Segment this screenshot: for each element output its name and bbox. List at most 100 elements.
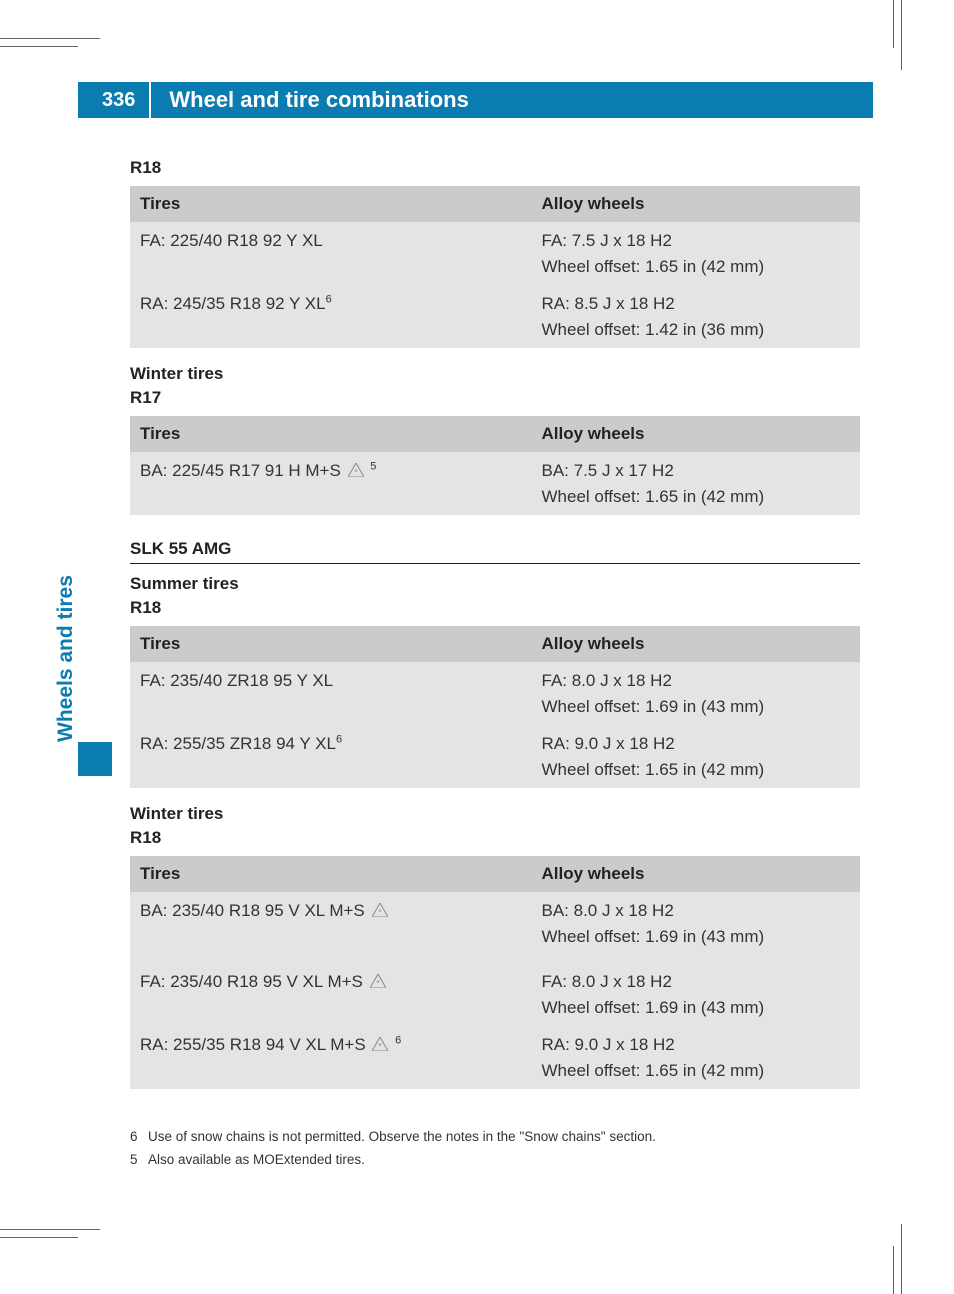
snowflake-icon: * (370, 974, 386, 988)
snowflake-icon: * (372, 903, 388, 917)
footnotes: 6 Use of snow chains is not permitted. O… (130, 1128, 860, 1174)
cell-tire: FA: 235/40 R18 95 V XL M+S * (130, 955, 532, 1026)
tire-spec: BA: 235/40 R18 95 V XL M+S (140, 901, 365, 920)
table-row: FA: 225/40 R18 92 Y XL FA: 7.5 J x 18 H2… (130, 222, 860, 285)
trim-line (0, 1229, 100, 1230)
cell-tire: RA: 255/35 R18 94 V XL M+S * 6 (130, 1026, 532, 1089)
th-tires: Tires (130, 416, 532, 452)
heading-summer: Summer tires (130, 574, 860, 594)
tire-spec: RA: 255/35 R18 94 V XL M+S (140, 1035, 366, 1054)
heading-winter: Winter tires (130, 364, 860, 384)
table-row: BA: 225/45 R17 91 H M+S * 5 BA: 7.5 J x … (130, 452, 860, 515)
cell-tire: FA: 225/40 R18 92 Y XL (130, 222, 532, 285)
snowflake-icon: * (372, 1037, 388, 1051)
page-title: Wheel and tire combinations (149, 82, 873, 118)
table-row: RA: 255/35 ZR18 94 Y XL6 RA: 9.0 J x 18 … (130, 725, 860, 788)
cell-tire: FA: 235/40 ZR18 95 Y XL (130, 662, 532, 725)
cell-tire: BA: 235/40 R18 95 V XL M+S * (130, 892, 532, 955)
wheel-spec: FA: 7.5 J x 18 H2 (542, 231, 672, 250)
th-wheels: Alloy wheels (532, 186, 861, 222)
footnote-text: Also available as MOExtended tires. (148, 1151, 365, 1170)
th-tires: Tires (130, 626, 532, 662)
svg-text:*: * (378, 908, 381, 917)
trim-line (0, 1237, 78, 1238)
wheel-spec: BA: 7.5 J x 17 H2 (542, 461, 674, 480)
tire-spec: FA: 235/40 ZR18 95 Y XL (140, 671, 333, 690)
cell-wheel: FA: 8.0 J x 18 H2 Wheel offset: 1.69 in … (532, 955, 861, 1026)
trim-line (901, 1224, 902, 1294)
trim-line (0, 38, 100, 39)
wheel-offset: Wheel offset: 1.42 in (36 mm) (542, 320, 765, 339)
wheel-spec: RA: 8.5 J x 18 H2 (542, 294, 675, 313)
tire-spec: RA: 255/35 ZR18 94 Y XL (140, 734, 336, 753)
footnote-ref: 6 (336, 733, 342, 745)
side-tab: Wheels and tires (78, 556, 112, 776)
wheel-spec: FA: 8.0 J x 18 H2 (542, 671, 672, 690)
wheel-offset: Wheel offset: 1.69 in (43 mm) (542, 927, 765, 946)
trim-line (893, 1246, 894, 1294)
cell-wheel: BA: 7.5 J x 17 H2 Wheel offset: 1.65 in … (532, 452, 861, 515)
th-tires: Tires (130, 856, 532, 892)
footnote-number: 6 (130, 1128, 148, 1147)
tire-spec: FA: 235/40 R18 95 V XL M+S (140, 972, 363, 991)
wheel-offset: Wheel offset: 1.65 in (42 mm) (542, 1061, 765, 1080)
table-summer-r18: Tires Alloy wheels FA: 235/40 ZR18 95 Y … (130, 626, 860, 788)
footnote-number: 5 (130, 1151, 148, 1170)
wheel-offset: Wheel offset: 1.65 in (42 mm) (542, 760, 765, 779)
table-header-row: Tires Alloy wheels (130, 186, 860, 222)
heading-r18: R18 (130, 158, 860, 178)
cell-wheel: RA: 8.5 J x 18 H2 Wheel offset: 1.42 in … (532, 285, 861, 348)
table-r18: Tires Alloy wheels FA: 225/40 R18 92 Y X… (130, 186, 860, 348)
table-row: RA: 255/35 R18 94 V XL M+S * 6 RA: 9.0 J… (130, 1026, 860, 1089)
wheel-spec: RA: 9.0 J x 18 H2 (542, 734, 675, 753)
cell-wheel: RA: 9.0 J x 18 H2 Wheel offset: 1.65 in … (532, 725, 861, 788)
table-winter-r18: Tires Alloy wheels BA: 235/40 R18 95 V X… (130, 856, 860, 1089)
wheel-spec: FA: 8.0 J x 18 H2 (542, 972, 672, 991)
cell-wheel: BA: 8.0 J x 18 H2 Wheel offset: 1.69 in … (532, 892, 861, 955)
wheel-spec: BA: 8.0 J x 18 H2 (542, 901, 674, 920)
side-tab-block (78, 742, 112, 776)
trim-line (893, 0, 894, 48)
wheel-spec: RA: 9.0 J x 18 H2 (542, 1035, 675, 1054)
footnote-text: Use of snow chains is not permitted. Obs… (148, 1128, 656, 1147)
wheel-offset: Wheel offset: 1.69 in (43 mm) (542, 998, 765, 1017)
cell-wheel: RA: 9.0 J x 18 H2 Wheel offset: 1.65 in … (532, 1026, 861, 1089)
heading-r17: R17 (130, 388, 860, 408)
trim-line (901, 0, 902, 70)
side-tab-label: Wheels and tires (54, 575, 78, 742)
cell-tire: RA: 255/35 ZR18 94 Y XL6 (130, 725, 532, 788)
tire-spec: BA: 225/45 R17 91 H M+S (140, 461, 341, 480)
tire-spec: FA: 225/40 R18 92 Y XL (140, 231, 323, 250)
table-winter-r17: Tires Alloy wheels BA: 225/45 R17 91 H M… (130, 416, 860, 515)
cell-tire: BA: 225/45 R17 91 H M+S * 5 (130, 452, 532, 515)
heading-r18: R18 (130, 598, 860, 618)
footnote: 6 Use of snow chains is not permitted. O… (130, 1128, 860, 1147)
page-number: 336 (78, 82, 149, 118)
footnote-ref: 5 (370, 460, 376, 472)
cell-wheel: FA: 7.5 J x 18 H2 Wheel offset: 1.65 in … (532, 222, 861, 285)
wheel-offset: Wheel offset: 1.69 in (43 mm) (542, 697, 765, 716)
wheel-offset: Wheel offset: 1.65 in (42 mm) (542, 487, 765, 506)
cell-tire: RA: 245/35 R18 92 Y XL6 (130, 285, 532, 348)
svg-text:*: * (379, 1042, 382, 1051)
cell-wheel: FA: 8.0 J x 18 H2 Wheel offset: 1.69 in … (532, 662, 861, 725)
table-header-row: Tires Alloy wheels (130, 416, 860, 452)
page-header: 336 Wheel and tire combinations (78, 82, 873, 118)
trim-line (0, 46, 78, 47)
snowflake-icon: * (348, 463, 364, 477)
content-area: R18 Tires Alloy wheels FA: 225/40 R18 92… (130, 148, 860, 1089)
footnote-ref: 6 (326, 293, 332, 305)
footnote: 5 Also available as MOExtended tires. (130, 1151, 860, 1170)
wheel-offset: Wheel offset: 1.65 in (42 mm) (542, 257, 765, 276)
heading-winter: Winter tires (130, 804, 860, 824)
tire-spec: RA: 245/35 R18 92 Y XL (140, 294, 326, 313)
th-wheels: Alloy wheels (532, 856, 861, 892)
table-row: FA: 235/40 ZR18 95 Y XL FA: 8.0 J x 18 H… (130, 662, 860, 725)
table-header-row: Tires Alloy wheels (130, 626, 860, 662)
th-tires: Tires (130, 186, 532, 222)
heading-model: SLK 55 AMG (130, 539, 860, 564)
th-wheels: Alloy wheels (532, 626, 861, 662)
th-wheels: Alloy wheels (532, 416, 861, 452)
heading-r18: R18 (130, 828, 860, 848)
table-row: FA: 235/40 R18 95 V XL M+S * FA: 8.0 J x… (130, 955, 860, 1026)
